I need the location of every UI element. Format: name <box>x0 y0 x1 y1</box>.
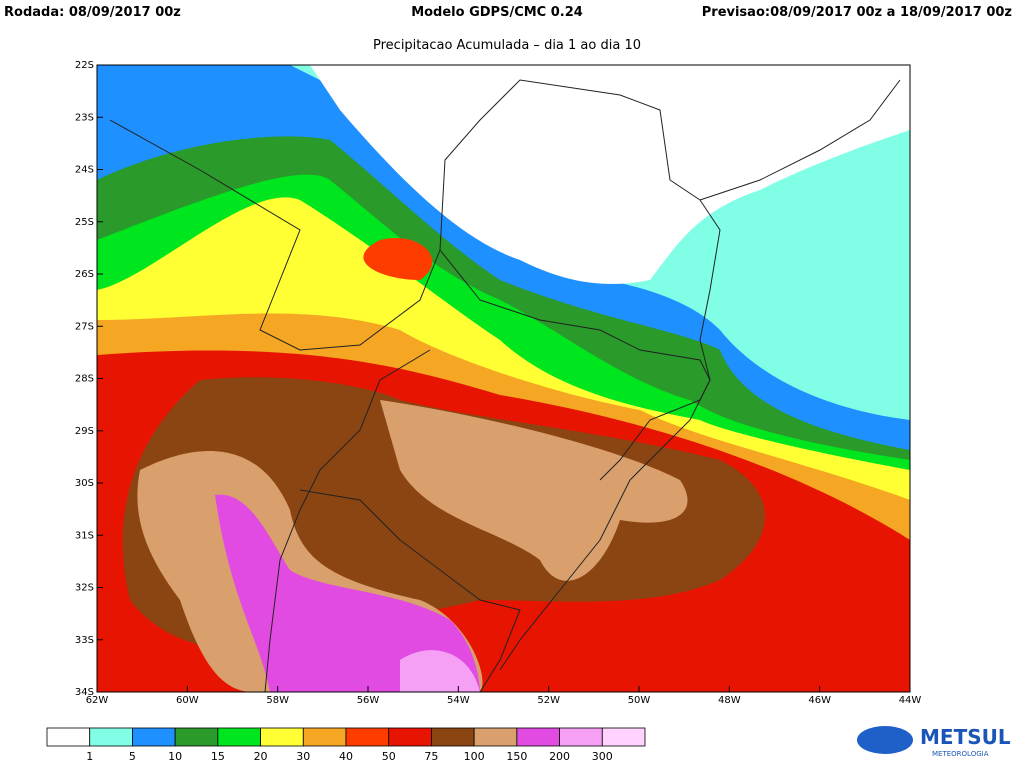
subtitle: Precipitacao Acumulada – dia 1 ao dia 10 <box>373 38 641 53</box>
colorbar-label: 15 <box>211 750 225 763</box>
colorbar-label: 75 <box>424 750 438 763</box>
colorbar-label: 20 <box>254 750 268 763</box>
lat-label: 28S <box>75 374 94 385</box>
axes: 22S23S24S25S26S27S28S29S30S31S32S33S34S6… <box>75 60 921 706</box>
colorbar-label: 100 <box>464 750 485 763</box>
logo-globe <box>857 726 913 754</box>
colorbar-box <box>217 727 261 747</box>
colorbar-label: 1 <box>86 750 93 763</box>
lon-label: 56W <box>357 695 380 706</box>
colorbar-label: 40 <box>339 750 353 763</box>
lon-label: 48W <box>718 695 741 706</box>
colorbar-label: 200 <box>549 750 570 763</box>
lat-label: 23S <box>75 112 94 123</box>
colorbar-label: 150 <box>506 750 527 763</box>
logo-sub: METEOROLOGIA <box>932 750 989 758</box>
colorbar-box <box>559 727 603 747</box>
colorbar-box <box>431 727 475 747</box>
lat-label: 30S <box>75 478 94 489</box>
lat-label: 25S <box>75 217 94 228</box>
lat-label: 31S <box>75 530 94 541</box>
colorbar-box <box>46 727 91 747</box>
lon-label: 52W <box>537 695 560 706</box>
lon-label: 46W <box>808 695 831 706</box>
colorbar-box <box>89 727 133 747</box>
colorbar-box <box>132 727 176 747</box>
logo-name: METSUL <box>920 725 1011 749</box>
forecast-label: Previsao:08/09/2017 00z a 18/09/2017 00z <box>702 5 1012 20</box>
lat-label: 22S <box>75 60 94 71</box>
lat-label: 33S <box>75 635 94 646</box>
colorbar-box <box>260 727 304 747</box>
lon-label: 62W <box>86 695 109 706</box>
colorbar-box <box>302 727 347 747</box>
lat-label: 32S <box>75 583 94 594</box>
model-label: Modelo GDPS/CMC 0.24 <box>411 5 583 20</box>
colorbar-box <box>473 727 518 747</box>
colorbar-box <box>174 727 219 747</box>
lat-label: 24S <box>75 165 94 176</box>
colorbar-label: 30 <box>296 750 310 763</box>
lon-label: 50W <box>628 695 651 706</box>
lat-label: 29S <box>75 426 94 437</box>
colorbar: 1 5 10 15 20 30 40 50 75 100 150 200 300 <box>46 727 646 763</box>
lat-label: 34S <box>75 687 94 698</box>
colorbar-label: 50 <box>382 750 396 763</box>
run-label: Rodada: 08/09/2017 00z <box>4 5 181 20</box>
lon-label: 54W <box>447 695 470 706</box>
colorbar-label: 10 <box>168 750 182 763</box>
colorbar-box <box>345 727 390 747</box>
colorbar-label: 5 <box>129 750 136 763</box>
colorbar-box <box>601 727 646 747</box>
precip-field <box>97 65 910 692</box>
lon-label: 60W <box>176 695 199 706</box>
lon-label: 58W <box>266 695 289 706</box>
lat-label: 26S <box>75 269 94 280</box>
colorbar-label: 300 <box>592 750 613 763</box>
lat-label: 27S <box>75 321 94 332</box>
colorbar-box <box>388 727 432 747</box>
colorbar-box <box>516 727 560 747</box>
lon-label: 44W <box>899 695 922 706</box>
